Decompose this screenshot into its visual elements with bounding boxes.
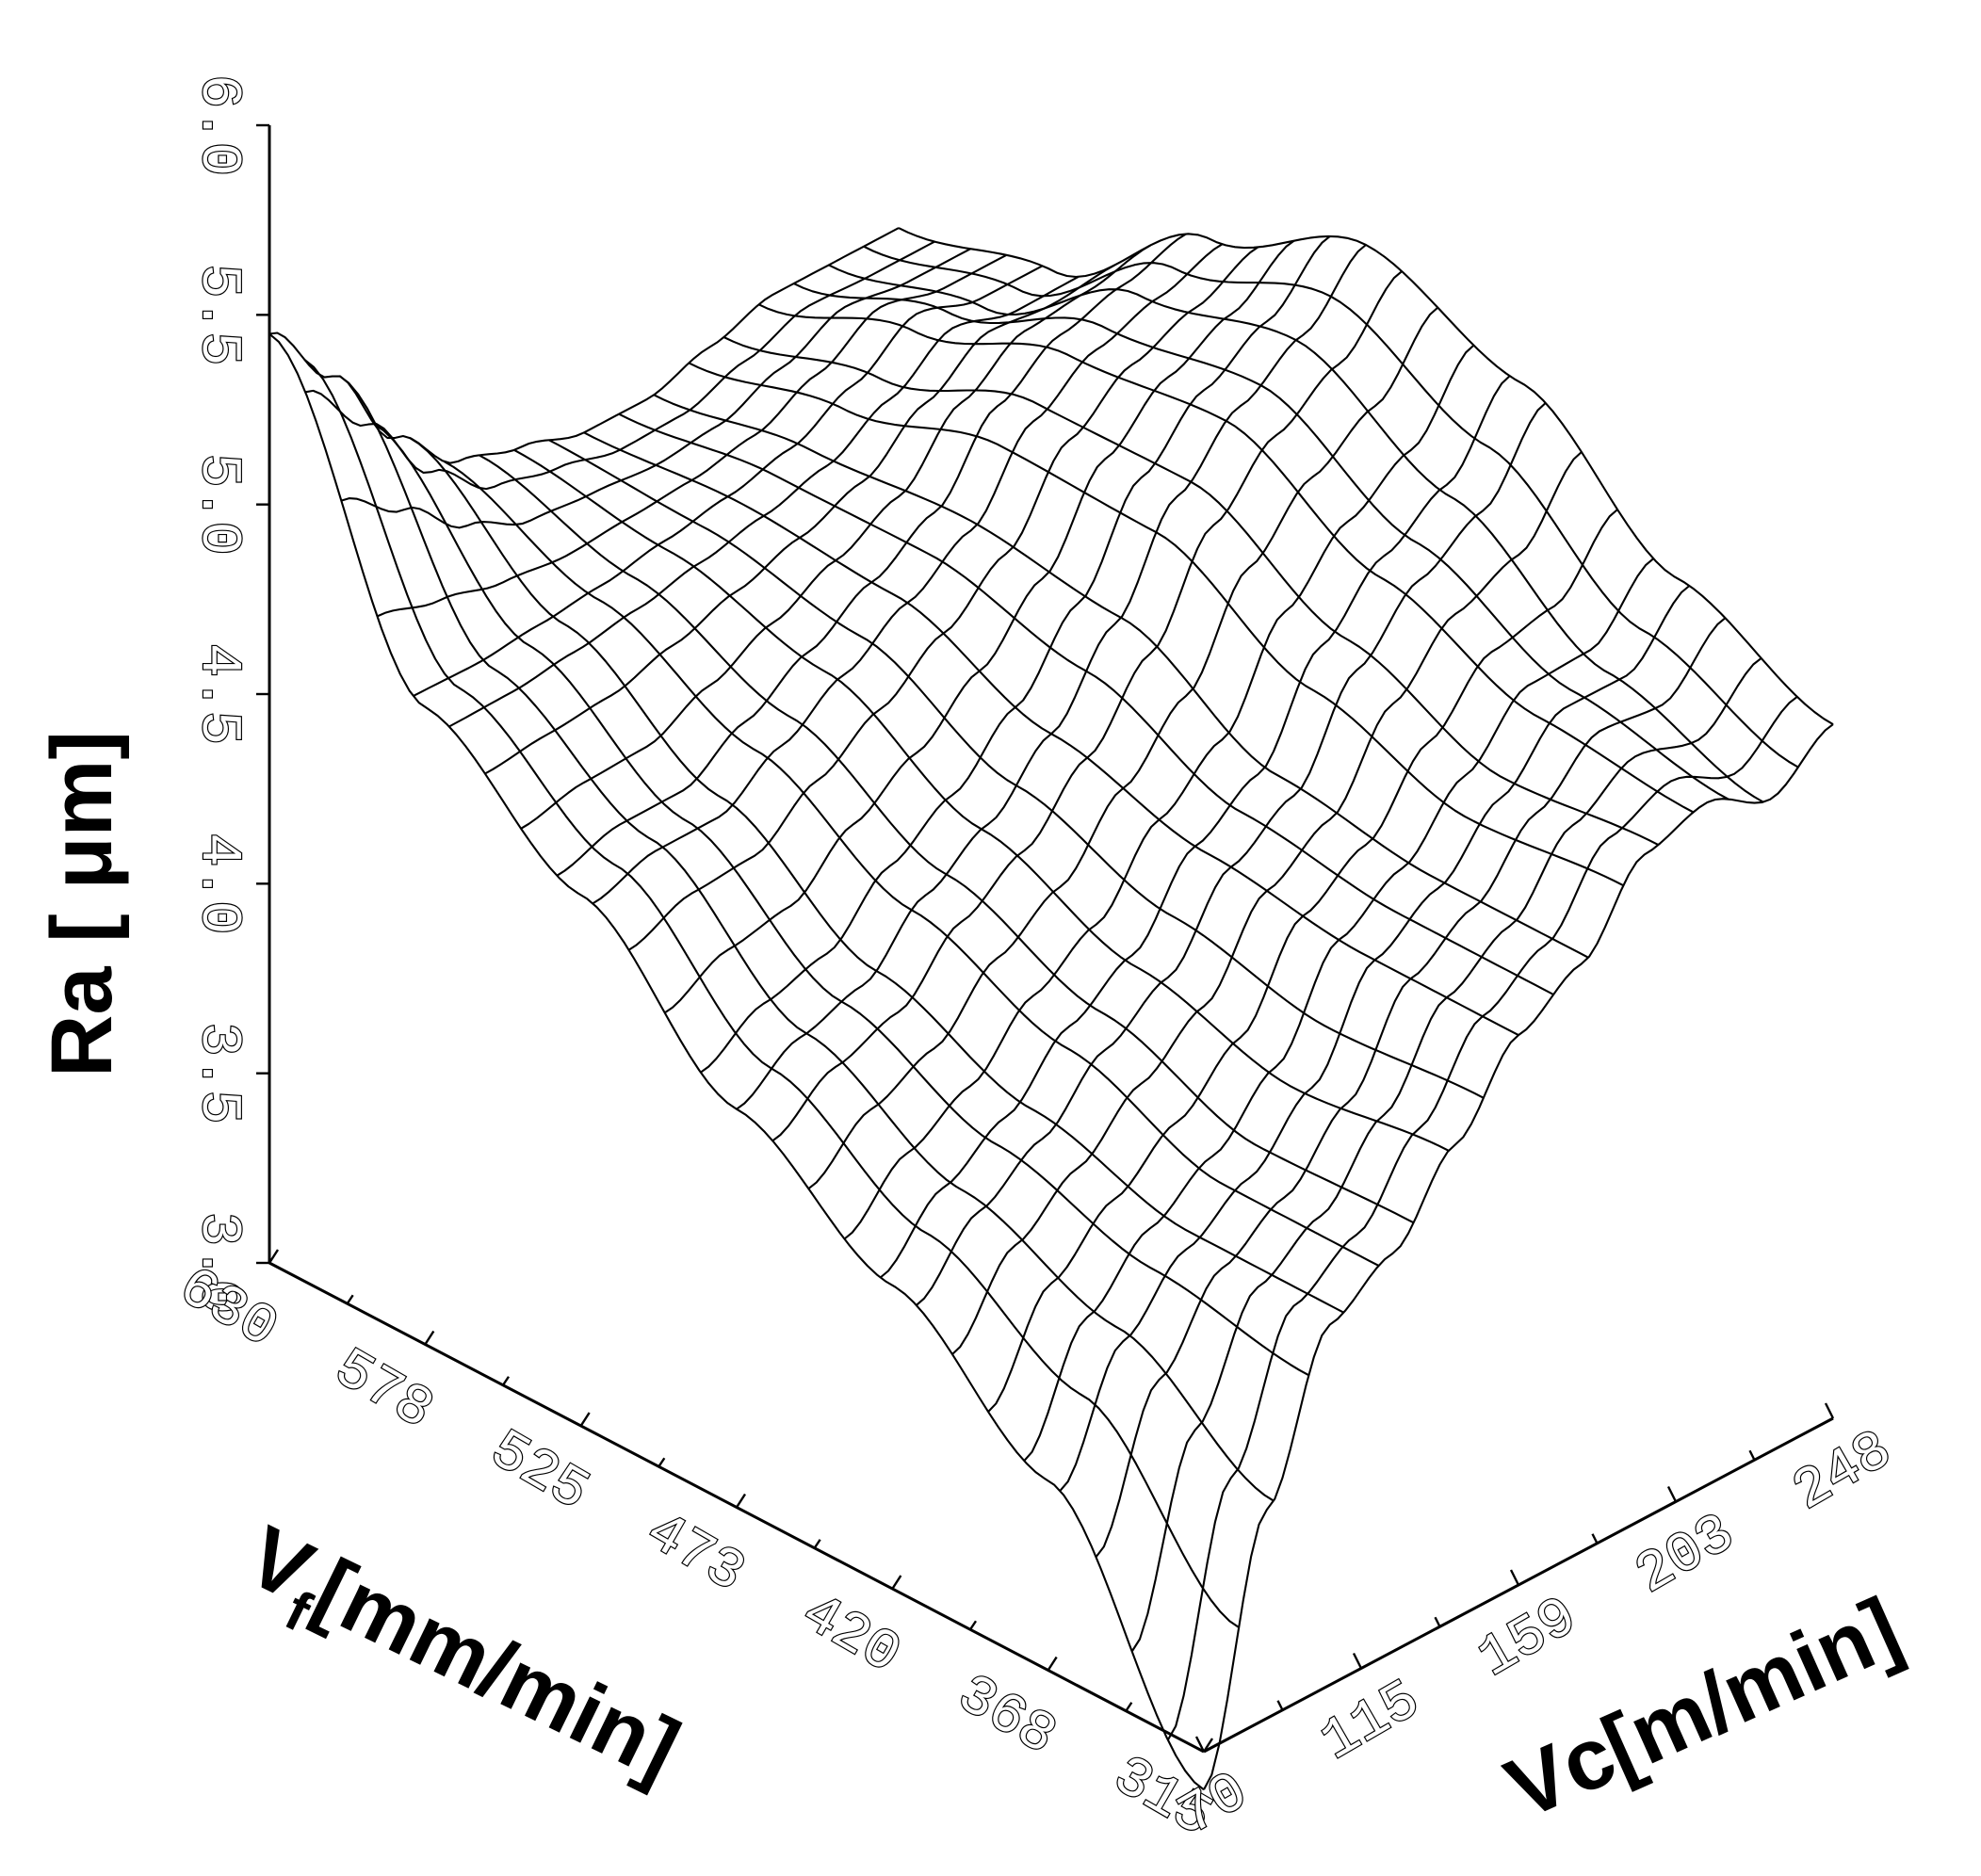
- mesh-line-vf-4: [1059, 585, 1691, 1492]
- vf-tick-label: 525: [479, 1419, 599, 1526]
- z-tick-label: 6.0: [186, 74, 250, 176]
- mesh-line-vf-16: [627, 246, 1259, 951]
- z-tick-label: 4.0: [186, 833, 250, 934]
- z-axis-title: Ra [ μm]: [34, 731, 130, 1077]
- z-tick-label: 4.5: [186, 643, 250, 745]
- vc-title-rest: [m/min]: [1589, 1579, 1914, 1794]
- vf-tick: [813, 1539, 821, 1549]
- vf-tick: [1202, 1738, 1214, 1753]
- vf-tick: [969, 1620, 977, 1630]
- mesh-line-vc-11: [653, 394, 1589, 959]
- mesh-line-vc-2: [338, 375, 1275, 1502]
- vc-tick: [1824, 1402, 1835, 1419]
- mesh-line-vc-4: [408, 436, 1344, 1314]
- mesh-line-vf-1: [1166, 696, 1798, 1741]
- vf-tick-label: 578: [323, 1337, 444, 1444]
- vc-tick: [1352, 1652, 1363, 1670]
- vf-tick: [735, 1493, 747, 1509]
- mesh-line-vc-6: [479, 454, 1415, 1224]
- z-tick-label: 3.0: [186, 1212, 250, 1314]
- vf-tick: [579, 1412, 591, 1427]
- mesh-line-vc-8: [548, 439, 1485, 1099]
- mesh-line-vf-18: [556, 233, 1187, 877]
- vf-tick: [1125, 1702, 1133, 1712]
- mesh-line-vc-14: [758, 303, 1695, 814]
- vf-tick: [424, 1330, 435, 1346]
- mesh-line-vc-17: [863, 245, 1799, 768]
- mesh-line-vf-15: [664, 239, 1295, 1014]
- mesh-line-vc-7: [513, 448, 1450, 1152]
- vf-tick: [502, 1376, 510, 1386]
- tick-marks: [256, 123, 1835, 1753]
- mesh-line-vf-19: [520, 244, 1151, 830]
- vc-tick: [1509, 1569, 1520, 1586]
- z-tick-label: 5.5: [186, 264, 250, 365]
- mesh-line-vc-3: [373, 423, 1309, 1377]
- mesh-line-vf-9: [879, 375, 1511, 1279]
- vf-axis-title: V f [mm/min]: [233, 1508, 693, 1798]
- mesh-line-vc-18: [898, 227, 1834, 726]
- vf-tick: [346, 1294, 354, 1304]
- vf-tick-label: 473: [635, 1500, 755, 1607]
- vf-tick: [891, 1575, 902, 1590]
- mesh-line-vc-13: [723, 336, 1659, 847]
- vf-title-rest: [mm/min]: [300, 1541, 693, 1798]
- mesh-line-vc-16: [828, 264, 1764, 803]
- vf-tick: [1047, 1656, 1058, 1672]
- mesh-line-vc-0: [268, 332, 1205, 1791]
- mesh-line-vf-26: [268, 227, 900, 464]
- z-tick-label: 5.0: [186, 454, 250, 556]
- mesh-line-vf-8: [916, 402, 1547, 1306]
- mesh-line-vc-9: [583, 431, 1519, 1037]
- mesh-line-vc-15: [793, 283, 1729, 801]
- vc-tick: [1666, 1485, 1678, 1503]
- vf-tick-label: 630: [168, 1256, 288, 1363]
- mesh-line-vf-6: [987, 509, 1618, 1413]
- surface-mesh: [268, 227, 1834, 1791]
- vc-tick: [1194, 1736, 1206, 1753]
- mesh-line-vf-7: [951, 451, 1583, 1355]
- mesh-line-vc-5: [444, 461, 1380, 1267]
- vf-tick: [268, 1249, 280, 1264]
- mesh-line-vf-24: [341, 248, 971, 529]
- vc-tick: [1276, 1700, 1284, 1711]
- mesh-line-vf-23: [377, 253, 1007, 618]
- vc-tick: [1591, 1533, 1599, 1544]
- vf-tick: [658, 1457, 666, 1467]
- vc-tick: [1434, 1616, 1441, 1627]
- mesh-line-vf-25: [305, 240, 935, 491]
- vc-tick: [1748, 1449, 1756, 1461]
- mesh-line-vf-17: [592, 243, 1223, 905]
- mesh-line-vc-1: [303, 358, 1240, 1628]
- mesh-line-vf-20: [484, 264, 1115, 775]
- mesh-line-vc-10: [618, 412, 1554, 995]
- mesh-line-vc-12: [688, 362, 1624, 887]
- z-tick-label: 3.5: [186, 1023, 250, 1124]
- vf-tick-label: 420: [790, 1582, 911, 1689]
- vf-tick-label: 368: [946, 1663, 1066, 1770]
